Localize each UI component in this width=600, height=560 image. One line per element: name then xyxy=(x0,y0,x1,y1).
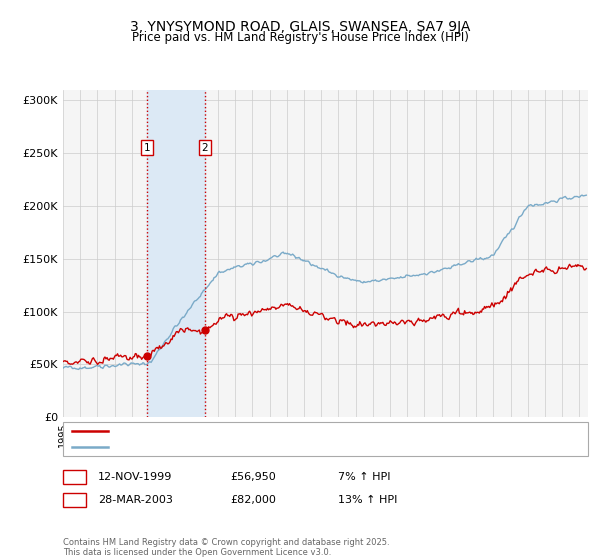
Text: 7% ↑ HPI: 7% ↑ HPI xyxy=(338,472,390,482)
Text: 2: 2 xyxy=(71,494,78,505)
Text: Contains HM Land Registry data © Crown copyright and database right 2025.
This d: Contains HM Land Registry data © Crown c… xyxy=(63,538,389,557)
Text: £82,000: £82,000 xyxy=(230,494,275,505)
Text: 1: 1 xyxy=(143,143,150,153)
Text: 12-NOV-1999: 12-NOV-1999 xyxy=(98,472,172,482)
Bar xyxy=(147,90,205,417)
Text: 1: 1 xyxy=(71,472,78,482)
Text: HPI: Average price, semi-detached house, Swansea: HPI: Average price, semi-detached house,… xyxy=(114,442,365,452)
Text: 13% ↑ HPI: 13% ↑ HPI xyxy=(338,494,397,505)
Text: Price paid vs. HM Land Registry's House Price Index (HPI): Price paid vs. HM Land Registry's House … xyxy=(131,31,469,44)
Text: 28-MAR-2003: 28-MAR-2003 xyxy=(98,494,173,505)
Text: 3, YNYSYMOND ROAD, GLAIS, SWANSEA, SA7 9JA: 3, YNYSYMOND ROAD, GLAIS, SWANSEA, SA7 9… xyxy=(130,20,470,34)
Text: £56,950: £56,950 xyxy=(230,472,275,482)
Text: 3, YNYSYMOND ROAD, GLAIS, SWANSEA, SA7 9JA (semi-detached house): 3, YNYSYMOND ROAD, GLAIS, SWANSEA, SA7 9… xyxy=(114,426,470,436)
Text: 2: 2 xyxy=(202,143,208,153)
